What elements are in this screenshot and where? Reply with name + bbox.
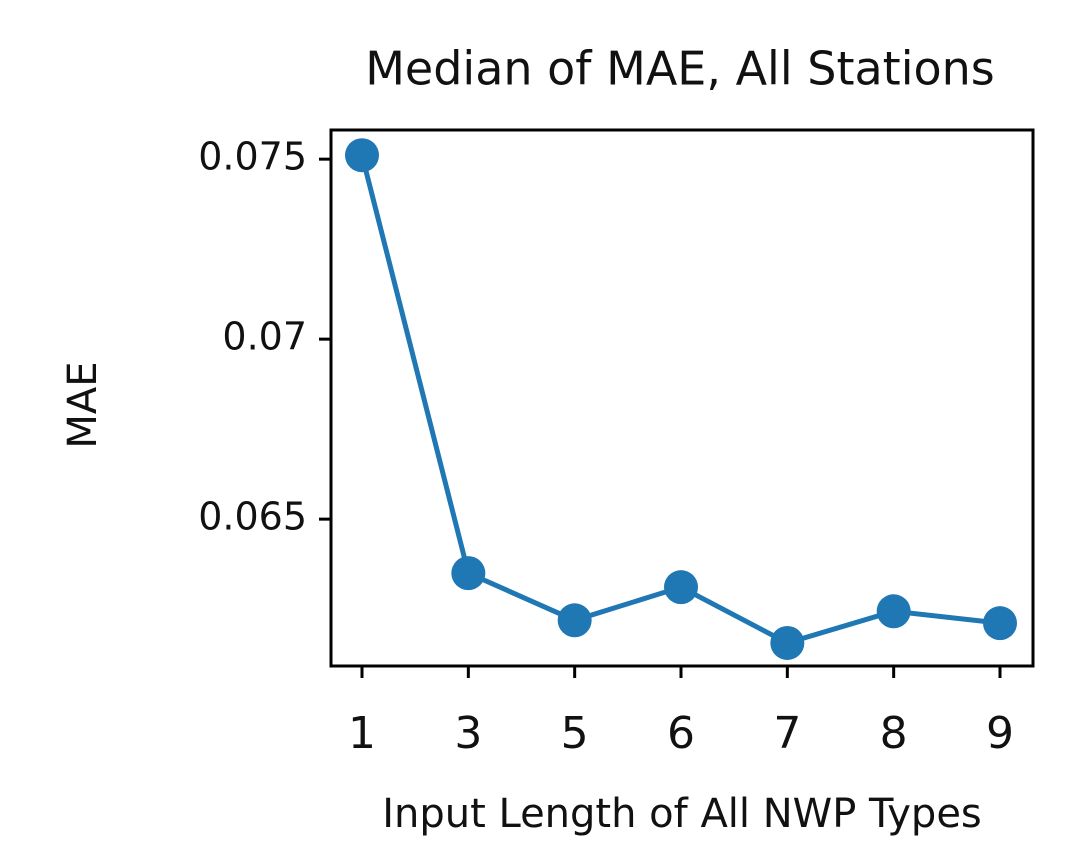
marker bbox=[664, 570, 698, 605]
x-tick-label: 6 bbox=[667, 708, 695, 759]
y-tick-label: 0.075 bbox=[198, 135, 307, 179]
chart-title: Median of MAE, All Stations bbox=[365, 42, 995, 96]
marker bbox=[345, 138, 379, 173]
marker bbox=[983, 606, 1017, 641]
x-tick-label: 8 bbox=[880, 708, 908, 759]
x-tick-label: 3 bbox=[454, 708, 482, 759]
y-tick-label: 0.065 bbox=[198, 495, 307, 539]
y-axis-label: MAE bbox=[60, 361, 106, 448]
x-axis-label: Input Length of All NWP Types bbox=[382, 791, 982, 837]
marker bbox=[876, 594, 911, 629]
marker bbox=[451, 556, 486, 591]
x-tick-label: 9 bbox=[986, 708, 1014, 759]
marker bbox=[770, 625, 805, 660]
x-tick-label: 7 bbox=[773, 708, 801, 759]
x-tick-label: 5 bbox=[561, 708, 589, 759]
y-tick-label: 0.07 bbox=[222, 315, 307, 359]
marker bbox=[557, 603, 592, 638]
x-tick-label: 1 bbox=[348, 708, 376, 759]
